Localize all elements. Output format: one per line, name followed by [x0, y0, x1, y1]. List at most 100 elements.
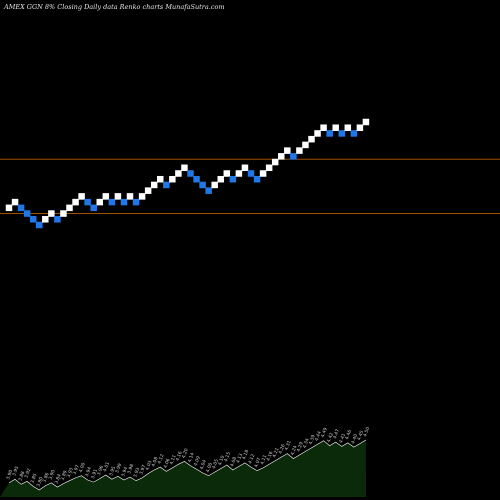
- volume-label-42: 4.11: [259, 454, 268, 466]
- renko-brick-46: [284, 147, 291, 154]
- renko-brick-5: [36, 221, 43, 229]
- volume-label-33: 4.00: [205, 462, 214, 474]
- renko-brick-22: [138, 193, 146, 200]
- renko-brick-43: [265, 164, 273, 172]
- chart-header-left: AMEX GGN 8% Closing Daily data Renko cha…: [4, 3, 225, 11]
- renko-brick-2: [17, 204, 25, 212]
- volume-label-21: 3.93: [132, 467, 141, 479]
- volume-label-52: 4.49: [320, 427, 329, 439]
- volume-label-26: 4.06: [163, 458, 172, 470]
- renko-brick-8: [54, 216, 61, 223]
- renko-brick-10: [66, 204, 73, 212]
- reference-lines: [0, 158, 500, 214]
- volume-label-29: 4.20: [181, 448, 190, 460]
- renko-brick-56: [344, 124, 352, 131]
- volume-label-1: 3.95: [11, 465, 20, 477]
- renko-brick-14: [90, 204, 97, 212]
- volume-panel: [0, 439, 367, 497]
- renko-brick-38: [235, 170, 243, 177]
- renko-brick-7: [48, 210, 55, 217]
- renko-brick-17: [108, 198, 116, 206]
- volume-label-54: 4.47: [332, 428, 341, 440]
- renko-brick-4: [29, 216, 37, 223]
- volume-label-4: 3.85: [29, 473, 38, 485]
- renko-brick-18: [114, 193, 122, 200]
- renko-brick-36: [223, 170, 231, 177]
- volume-label-10: 3.93: [66, 467, 75, 479]
- volume-label-16: 4.01: [102, 461, 111, 473]
- renko-brick-54: [332, 124, 339, 131]
- renko-brick-0: [5, 204, 13, 212]
- renko-brick-47: [290, 153, 297, 160]
- volume-label-28: 4.16: [175, 450, 184, 462]
- renko-brick-30: [187, 170, 194, 177]
- volume-label-0: 3.90: [5, 469, 14, 481]
- volume-label-23: 4.03: [144, 460, 153, 472]
- volume-label-7: 3.90: [48, 469, 57, 481]
- volume-label-6: 3.86: [42, 472, 51, 484]
- renko-brick-31: [193, 175, 200, 183]
- volume-label-12: 4.00: [78, 462, 87, 474]
- volume-label-55: 4.41: [338, 433, 347, 445]
- renko-brick-11: [72, 198, 79, 206]
- volume-label-56: 4.46: [344, 429, 353, 441]
- renko-brick-45: [278, 153, 285, 160]
- volume-label-58: 4.45: [356, 430, 365, 442]
- renko-brick-6: [42, 216, 49, 223]
- renko-brick-9: [60, 210, 67, 217]
- volume-label-11: 3.97: [72, 464, 81, 476]
- volume-label-24: 4.08: [150, 456, 159, 468]
- renko-brick-25: [157, 175, 164, 183]
- renko-brick-50: [308, 135, 315, 143]
- renko-brick-3: [23, 210, 31, 217]
- volume-label-37: 4.08: [229, 456, 238, 468]
- renko-brick-53: [326, 130, 333, 137]
- volume-label-46: 4.31: [284, 440, 293, 452]
- renko-brick-34: [211, 181, 218, 189]
- volume-label-14: 3.91: [90, 468, 99, 480]
- renko-brick-39: [241, 164, 249, 172]
- renko-brick-37: [229, 175, 237, 183]
- renko-brick-55: [338, 130, 345, 137]
- volume-label-45: 4.26: [277, 443, 286, 455]
- renko-brick-21: [132, 198, 140, 206]
- volume-label-31: 4.09: [193, 455, 202, 467]
- renko-brick-19: [120, 198, 128, 206]
- renko-brick-12: [78, 193, 85, 200]
- volume-line: [8, 439, 367, 491]
- renko-brick-1: [11, 198, 19, 206]
- volume-label-18: 3.99: [114, 463, 123, 475]
- volume-label-35: 4.10: [217, 455, 226, 467]
- volume-label-50: 4.39: [308, 434, 317, 446]
- volume-label-19: 3.94: [120, 466, 129, 478]
- renko-brick-24: [150, 181, 158, 189]
- renko-bricks: [5, 118, 370, 229]
- renko-brick-41: [253, 175, 261, 183]
- volume-area: [0, 440, 366, 497]
- volume-label-25: 4.12: [156, 453, 165, 465]
- renko-brick-13: [84, 198, 91, 206]
- volume-label-57: 4.40: [350, 433, 359, 445]
- renko-brick-40: [247, 170, 255, 177]
- renko-brick-49: [302, 141, 309, 149]
- volume-label-36: 4.15: [223, 451, 232, 463]
- renko-brick-26: [163, 181, 170, 189]
- volume-label-8: 3.84: [54, 473, 63, 485]
- renko-brick-35: [217, 175, 224, 183]
- volume-label-53: 4.42: [326, 432, 335, 444]
- volume-label-27: 4.11: [169, 454, 178, 466]
- renko-brick-52: [320, 124, 327, 131]
- renko-brick-27: [169, 175, 176, 183]
- volume-label-30: 4.14: [187, 452, 196, 464]
- volume-labels: 3.903.953.883.923.853.803.863.903.843.89…: [5, 426, 371, 488]
- renko-brick-44: [271, 158, 279, 166]
- volume-label-32: 4.04: [199, 459, 208, 471]
- renko-brick-57: [350, 130, 358, 137]
- volume-label-51: 4.44: [314, 430, 323, 442]
- volume-label-13: 3.94: [84, 466, 93, 478]
- volume-label-22: 3.97: [138, 464, 147, 476]
- volume-label-43: 4.16: [265, 450, 274, 462]
- volume-label-38: 4.13: [235, 453, 244, 465]
- renko-brick-32: [199, 181, 206, 189]
